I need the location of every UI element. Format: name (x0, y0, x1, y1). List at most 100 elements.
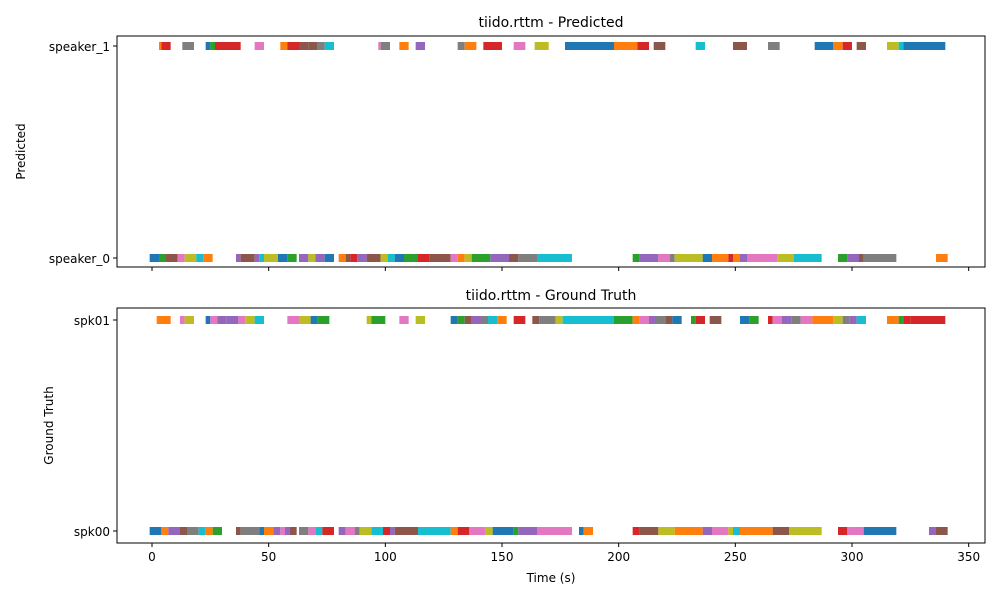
speech-segment (847, 527, 864, 535)
speech-segment (404, 254, 418, 262)
speech-segment (740, 316, 750, 324)
speech-segment (299, 527, 309, 535)
speech-segment (264, 254, 271, 262)
speech-segment (674, 254, 703, 262)
speech-segment (273, 527, 281, 535)
speech-segment (317, 316, 330, 324)
speech-segment (863, 254, 897, 262)
speech-segment (387, 254, 395, 262)
speech-segment (236, 527, 241, 535)
speech-segment (656, 316, 666, 324)
speech-segment (289, 527, 297, 535)
speech-segment (457, 42, 465, 50)
speech-segment (394, 254, 404, 262)
speech-segment (366, 316, 372, 324)
speech-segment (887, 42, 899, 50)
speech-segment (198, 527, 206, 535)
speech-segment (653, 42, 666, 50)
speech-segment (457, 254, 465, 262)
speech-segment (259, 254, 264, 262)
speech-segment (180, 316, 185, 324)
x-tick-label: 250 (724, 550, 747, 564)
speech-segment (450, 527, 458, 535)
x-tick-label: 50 (261, 550, 276, 564)
speech-segment (842, 42, 852, 50)
predicted-segments (113, 42, 948, 262)
speech-segment (254, 42, 264, 50)
speech-segment (513, 316, 526, 324)
speech-segment (212, 527, 222, 535)
speech-segment (308, 527, 316, 535)
speech-segment (271, 254, 278, 262)
speech-segment (166, 254, 178, 262)
speech-segment (903, 316, 911, 324)
speech-segment (196, 254, 204, 262)
predicted-y-axis-label: Predicted (14, 123, 28, 179)
speech-segment (226, 316, 239, 324)
speech-segment (280, 527, 285, 535)
speech-segment (371, 316, 376, 324)
ground-truth-plot-frame (116, 307, 986, 544)
speech-segment (366, 254, 381, 262)
speech-segment (814, 42, 834, 50)
speech-segment (182, 42, 194, 50)
speech-segment (390, 527, 395, 535)
speech-segment (338, 527, 346, 535)
speech-segment (733, 42, 747, 50)
speech-segment (210, 316, 218, 324)
speech-segment (259, 527, 264, 535)
speech-segment (670, 254, 675, 262)
speech-segment (338, 254, 346, 262)
speech-segment (614, 316, 633, 324)
speech-segment (159, 254, 166, 262)
speech-segment (322, 527, 334, 535)
speech-segment (205, 42, 211, 50)
speech-segment (863, 527, 897, 535)
speech-segment (632, 316, 640, 324)
speech-segment (768, 316, 773, 324)
speech-segment (371, 527, 383, 535)
speech-segment (357, 254, 367, 262)
speech-segment (488, 316, 498, 324)
predicted-plot-frame (116, 35, 986, 268)
speech-segment (236, 254, 241, 262)
ground-truth-y-axis-label: Ground Truth (42, 386, 56, 464)
speech-segment (672, 316, 682, 324)
speech-segment (702, 254, 712, 262)
speech-segment (376, 316, 386, 324)
speech-segment (849, 316, 857, 324)
predicted-plot: tiido.rttm - Predicted Predicted speaker… (14, 15, 986, 271)
speech-segment (285, 527, 290, 535)
speech-segment (383, 527, 390, 535)
speech-segment (747, 254, 778, 262)
speech-segment (534, 42, 549, 50)
speech-segment (728, 254, 733, 262)
x-tick-label: 200 (607, 550, 630, 564)
speech-segment (838, 527, 848, 535)
speech-segment (161, 42, 171, 50)
speech-segment (649, 316, 656, 324)
speech-segment (859, 254, 864, 262)
speech-segment (847, 254, 859, 262)
speech-segment (497, 316, 507, 324)
speech-segment (833, 316, 843, 324)
speech-segment (532, 316, 540, 324)
speech-segment (842, 316, 850, 324)
speech-segment (203, 254, 213, 262)
speech-segment (513, 42, 526, 50)
speech-segment (639, 316, 649, 324)
speech-segment (929, 527, 936, 535)
speech-segment (903, 42, 946, 50)
speech-segment (639, 254, 659, 262)
speech-segment (537, 527, 572, 535)
speech-segment (695, 42, 705, 50)
speech-segment (278, 254, 288, 262)
speech-segment (898, 42, 904, 50)
speech-segment (469, 527, 486, 535)
speech-segment (217, 316, 227, 324)
x-tick-label: 300 (841, 550, 864, 564)
speech-segment (674, 527, 703, 535)
speech-segment (429, 254, 451, 262)
speech-segment (180, 527, 187, 535)
speech-segment (184, 254, 197, 262)
